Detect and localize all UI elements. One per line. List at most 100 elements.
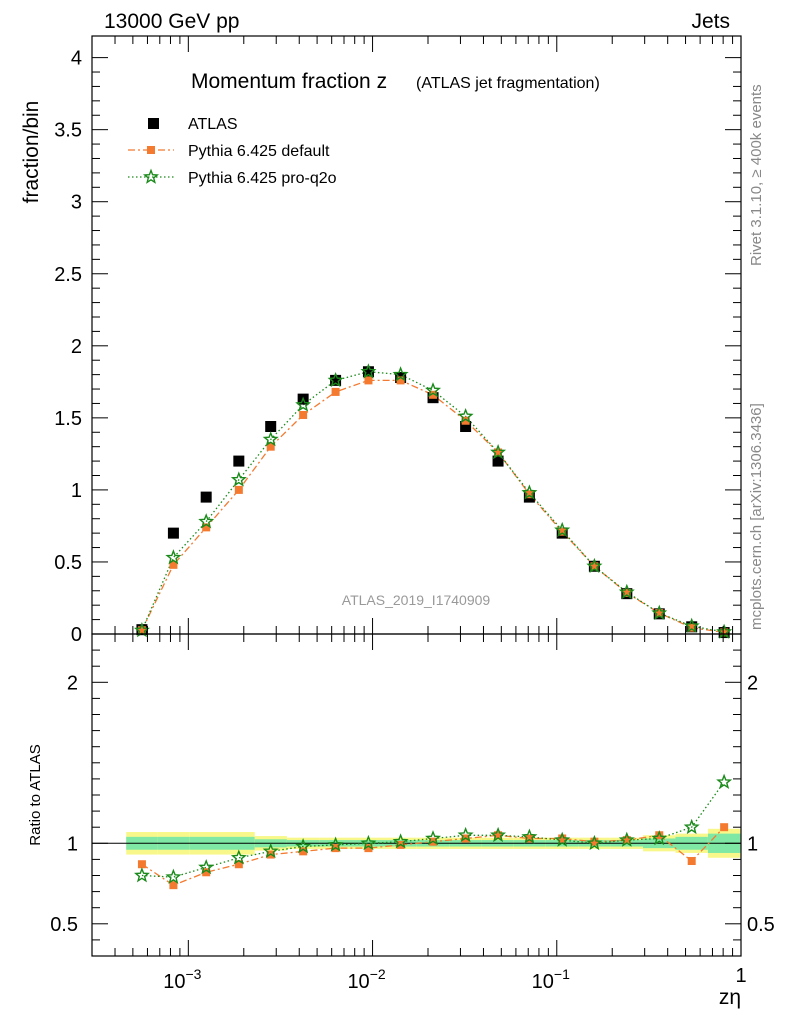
legend-entry-pythia-pro-q2o: Pythia 6.425 pro-q2o [128,168,337,187]
series-line-ratio [141,781,725,878]
data-points [134,363,733,890]
pythia-default-point [558,527,567,536]
pythia-pro-q2o-point [490,443,507,460]
ratio-y-axis-label: Ratio to ATLAS [27,744,44,845]
rivet-version-label: Rivet 3.1.10, ≥ 400k events [748,84,765,266]
pythia-default-point [137,626,146,635]
pythia-default-ratio-point [169,881,178,890]
pythia-default-point [429,390,438,399]
pythia-default-ratio-point [525,834,534,843]
y-tick-label: 1 [71,480,82,502]
atlas-point [265,421,277,433]
x-tick-label: 1 [735,965,746,987]
pythia-default-point [687,623,696,632]
pythia-pro-q2o-ratio-point [618,831,635,847]
y-tick-label: 0 [71,624,82,646]
pythia-default-ratio-point [720,823,729,832]
pythia-pro-q2o-ratio-point [586,834,603,851]
pythia-pro-q2o-ratio-point [716,773,733,790]
pythia-default-ratio-point [655,831,664,840]
pythia-pro-q2o-point [683,617,700,633]
pythia-pro-q2o-point [521,484,538,500]
ratio-y-tick-label-left: 0.5 [50,914,78,936]
pythia-default-ratio-point [687,857,696,866]
legend-marker-pythia-pro-q2o [142,168,160,184]
ratio-y-tick-label-left: 2 [67,672,78,694]
pythia-pro-q2o-point [230,471,247,487]
legend-marker-atlas [148,118,159,129]
pythia-pro-q2o-ratio-point [262,842,279,859]
pythia-pro-q2o-point [262,431,279,447]
legend-label-atlas: ATLAS [188,116,238,133]
pythia-pro-q2o-point [295,396,312,412]
pythia-default-point [622,588,631,597]
pythia-pro-q2o-ratio-point [490,826,507,843]
pythia-default-ratio-point [622,836,631,845]
pythia-default-ratio-point [558,834,567,843]
series-lines [141,371,725,886]
atlas-point [362,366,374,378]
legend-entry-pythia-default: Pythia 6.425 default [128,143,330,160]
y-tick-label: 2.5 [54,264,82,286]
pythia-pro-q2o-ratio-point [360,834,377,851]
y-axis-label: fraction/bin [20,101,43,204]
pythia-default-point [331,387,340,396]
atlas-point [167,527,179,539]
analysis-label: ATLAS_2019_I1740909 [342,592,491,608]
atlas-point [200,491,212,503]
pythia-pro-q2o-ratio-point [327,836,344,852]
pythia-pro-q2o-point [165,549,182,565]
pythia-default-ratio-point [364,844,373,853]
pythia-pro-q2o-point [134,621,150,638]
plot-title: Momentum fraction z (ATLAS jet fragmenta… [191,70,600,93]
pythia-default-point [461,416,470,425]
x-tick-label: 10−3 [163,966,201,993]
pythia-default-point [169,560,178,569]
pythia-default-point [590,562,599,571]
pythia-default-point [202,523,211,532]
y-tick-label: 3.5 [54,120,82,142]
atlas-point [330,374,342,386]
pythia-pro-q2o-point [360,363,377,379]
pythia-pro-q2o-ratio-point [165,868,182,885]
pythia-pro-q2o-ratio-point [392,833,409,849]
pythia-default-point [299,410,308,419]
y-tick-label: 1.5 [54,408,82,430]
mcplots-label: mcplots.cern.ch [arXiv:1306.3436] [748,403,765,630]
pythia-pro-q2o-point [651,604,668,621]
pythia-pro-q2o-point [327,371,344,388]
x-axis-label: zη [719,986,741,1009]
pythia-default-point [720,628,729,637]
pythia-pro-q2o-ratio-point [457,826,474,843]
y-tick-label: 3 [71,192,82,214]
pythia-pro-q2o-ratio-point [683,818,700,835]
legend: ATLAS Pythia 6.425 default Pythia 6.425 … [128,116,337,187]
series-line-main [141,371,725,633]
pythia-pro-q2o-point [716,623,733,639]
pythia-pro-q2o-point [425,382,442,398]
atlas-point [492,455,504,467]
pythia-pro-q2o-ratio-point [295,838,312,854]
x-tick-label: 10−2 [347,966,385,993]
pythia-default-ratio-point [137,860,146,869]
header-left-label: 13000 GeV pp [104,10,239,33]
pythia-default-point [655,609,664,618]
axes [91,35,742,957]
tick-labels: 0 0.5 1 1.5 2 2.5 3 3.5 4 0.5 0.5 1 1 2 2 10−3 10−2 10−1 1 [50,48,775,993]
pythia-pro-q2o-point [618,583,635,600]
pythia-default-point [494,448,503,457]
pythia-pro-q2o-ratio-point [230,849,247,865]
y-tick-label: 0.5 [54,552,82,574]
ratio-plot-frame [91,633,742,957]
pythia-pro-q2o-point [457,407,474,424]
ratio-y-tick-label-right: 1 [747,833,758,855]
pythia-pro-q2o-point [392,366,409,382]
pythia-pro-q2o-ratio-point [425,830,442,846]
pythia-pro-q2o-point [198,513,215,529]
pythia-pro-q2o-ratio-point [198,858,215,875]
pythia-pro-q2o-ratio-point [554,831,571,847]
ratio-y-tick-label-right: 0.5 [747,914,775,936]
ratio-y-tick-label-right: 2 [747,672,758,694]
legend-marker-pythia-default [147,146,155,154]
ratio-y-tick-label-left: 1 [67,833,78,855]
